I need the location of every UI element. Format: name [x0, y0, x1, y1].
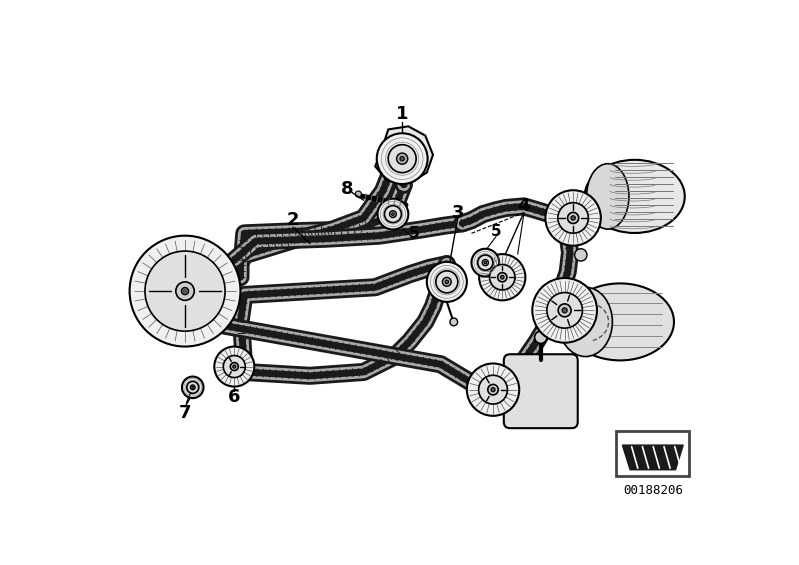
Text: 7: 7: [179, 404, 191, 421]
Circle shape: [490, 264, 515, 290]
Text: 3: 3: [451, 203, 464, 221]
Circle shape: [390, 211, 396, 218]
Circle shape: [435, 271, 458, 293]
Circle shape: [479, 375, 507, 404]
Circle shape: [377, 133, 427, 184]
Circle shape: [443, 277, 451, 286]
Circle shape: [182, 376, 204, 398]
Circle shape: [223, 355, 245, 377]
Circle shape: [535, 331, 547, 344]
Circle shape: [233, 365, 236, 368]
Circle shape: [478, 255, 493, 270]
Ellipse shape: [585, 160, 685, 233]
Circle shape: [559, 304, 571, 317]
Text: 8: 8: [340, 180, 353, 198]
Circle shape: [176, 282, 194, 301]
Circle shape: [181, 288, 189, 295]
Circle shape: [567, 212, 578, 224]
Polygon shape: [622, 445, 683, 470]
Circle shape: [500, 275, 504, 279]
Circle shape: [378, 199, 408, 229]
Circle shape: [214, 346, 254, 386]
Circle shape: [129, 236, 240, 346]
Circle shape: [190, 385, 195, 390]
Circle shape: [392, 213, 394, 215]
Circle shape: [467, 363, 519, 416]
Text: 2: 2: [287, 211, 299, 229]
Circle shape: [445, 280, 448, 284]
Circle shape: [558, 203, 588, 233]
Ellipse shape: [566, 284, 674, 360]
Circle shape: [356, 191, 361, 197]
Circle shape: [562, 308, 567, 313]
Text: 6: 6: [228, 388, 240, 406]
Circle shape: [400, 157, 404, 161]
Text: 4: 4: [518, 197, 530, 215]
Circle shape: [574, 249, 587, 261]
Circle shape: [491, 388, 495, 392]
Circle shape: [547, 293, 582, 328]
Circle shape: [484, 262, 487, 264]
Circle shape: [483, 259, 488, 266]
Circle shape: [192, 386, 193, 388]
Bar: [616, 431, 690, 476]
Circle shape: [571, 216, 575, 220]
Circle shape: [471, 249, 499, 276]
Text: 5: 5: [491, 224, 502, 238]
Circle shape: [388, 145, 416, 173]
Ellipse shape: [559, 287, 612, 357]
Circle shape: [532, 278, 597, 343]
Circle shape: [230, 363, 238, 371]
FancyBboxPatch shape: [504, 354, 578, 428]
Circle shape: [488, 384, 499, 395]
Circle shape: [384, 206, 401, 223]
Ellipse shape: [586, 164, 629, 229]
Circle shape: [498, 273, 507, 282]
Circle shape: [546, 190, 601, 246]
Circle shape: [479, 254, 526, 301]
Circle shape: [396, 153, 407, 164]
Text: 5: 5: [408, 226, 419, 241]
Circle shape: [450, 318, 458, 326]
Text: 00188206: 00188206: [622, 484, 683, 497]
Circle shape: [187, 381, 199, 393]
Circle shape: [427, 262, 467, 302]
Text: 1: 1: [396, 105, 408, 123]
Polygon shape: [376, 127, 433, 183]
Circle shape: [145, 251, 225, 331]
